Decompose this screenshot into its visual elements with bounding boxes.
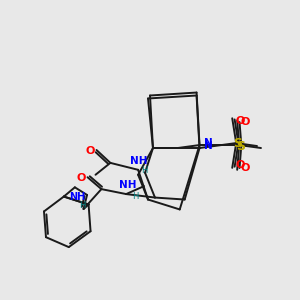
Text: NH: NH xyxy=(69,192,85,202)
Text: NH: NH xyxy=(130,156,148,166)
Text: O: O xyxy=(77,173,86,183)
Text: S: S xyxy=(236,140,245,152)
Text: H: H xyxy=(80,201,86,210)
Text: S: S xyxy=(233,136,242,150)
Text: H: H xyxy=(141,166,147,175)
Text: N: N xyxy=(204,138,213,148)
Text: N: N xyxy=(204,141,213,151)
Text: O: O xyxy=(240,117,250,127)
Text: O: O xyxy=(86,146,95,156)
Text: O: O xyxy=(240,163,250,173)
Text: O: O xyxy=(236,160,245,170)
Text: H: H xyxy=(132,192,138,201)
Text: NH: NH xyxy=(119,180,137,190)
Text: O: O xyxy=(236,116,245,126)
